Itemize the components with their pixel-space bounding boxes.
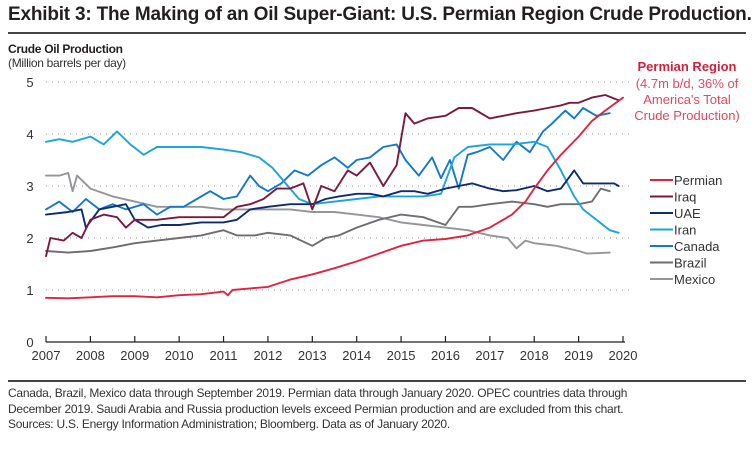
y-tick-label: 2 bbox=[26, 231, 33, 246]
legend-label-iraq: Iraq bbox=[674, 190, 696, 205]
annotation-line: Crude Production) bbox=[634, 108, 740, 123]
annotation-title: Permian Region bbox=[638, 59, 737, 74]
series-line-iraq bbox=[45, 94, 620, 258]
series-lines bbox=[45, 94, 624, 300]
x-tick-label: 2019 bbox=[564, 348, 593, 363]
footnotes: Canada, Brazil, Mexico data through Sept… bbox=[8, 386, 627, 433]
exhibit-title: Exhibit 3: The Making of an Oil Super-Gi… bbox=[8, 4, 752, 25]
x-tick-label: 2014 bbox=[342, 348, 371, 363]
x-tick-label: 2017 bbox=[475, 348, 504, 363]
legend-label-canada: Canada bbox=[674, 239, 720, 254]
legend-label-iran: Iran bbox=[674, 223, 696, 238]
legend-label-mexico: Mexico bbox=[674, 272, 715, 287]
legend-label-permian: Permian bbox=[674, 173, 722, 188]
y-tick-label: 4 bbox=[26, 127, 33, 142]
x-tick-label: 2018 bbox=[520, 348, 549, 363]
series-line-brazil bbox=[45, 187, 611, 254]
y-axis-label: (Million barrels per day) bbox=[8, 56, 126, 70]
x-tick-label: 2015 bbox=[387, 348, 416, 363]
series-line-uae bbox=[45, 169, 620, 229]
footnote-line: Sources: U.S. Energy Information Adminis… bbox=[8, 417, 450, 431]
annotation-line: America's Total bbox=[643, 92, 731, 107]
x-tick-label: 2020 bbox=[609, 348, 638, 363]
x-tick-label: 2009 bbox=[120, 348, 149, 363]
footnote-line: Canada, Brazil, Mexico data through Sept… bbox=[8, 386, 628, 400]
y-tick-label: 0 bbox=[26, 335, 33, 350]
series-line-canada bbox=[45, 107, 611, 216]
x-tick-label: 2008 bbox=[76, 348, 105, 363]
y-tick-label: 1 bbox=[26, 283, 33, 298]
notes-divider bbox=[8, 380, 746, 382]
title-divider bbox=[8, 32, 746, 34]
x-tick-label: 2010 bbox=[165, 348, 194, 363]
x-tick-label: 2012 bbox=[253, 348, 282, 363]
x-axis: 2007 2008 2009 2010 2011 2012 2013 2014 2015 2016… bbox=[32, 336, 638, 363]
y-tick-label: 3 bbox=[26, 179, 33, 194]
series-line-mexico bbox=[45, 172, 611, 255]
y-tick-label: 5 bbox=[26, 75, 33, 90]
x-tick-label: 2016 bbox=[431, 348, 460, 363]
permian-annotation: Permian Region (4.7m b/d, 36% of America… bbox=[634, 59, 740, 123]
x-tick-label: 2007 bbox=[32, 348, 61, 363]
series-line-permian bbox=[45, 96, 624, 300]
y-axis: 0 1 2 3 4 5 bbox=[26, 75, 33, 350]
annotation-line: (4.7m b/d, 36% of bbox=[636, 76, 739, 91]
legend-label-brazil: Brazil bbox=[674, 256, 707, 271]
series-line-iran bbox=[45, 130, 620, 234]
chart-title: Crude Oil Production bbox=[8, 42, 123, 56]
x-tick-label: 2013 bbox=[298, 348, 327, 363]
footnote-line: December 2019. Saudi Arabia and Russia p… bbox=[8, 401, 624, 416]
legend-label-uae: UAE bbox=[674, 206, 701, 221]
x-tick-label: 2011 bbox=[210, 348, 238, 363]
